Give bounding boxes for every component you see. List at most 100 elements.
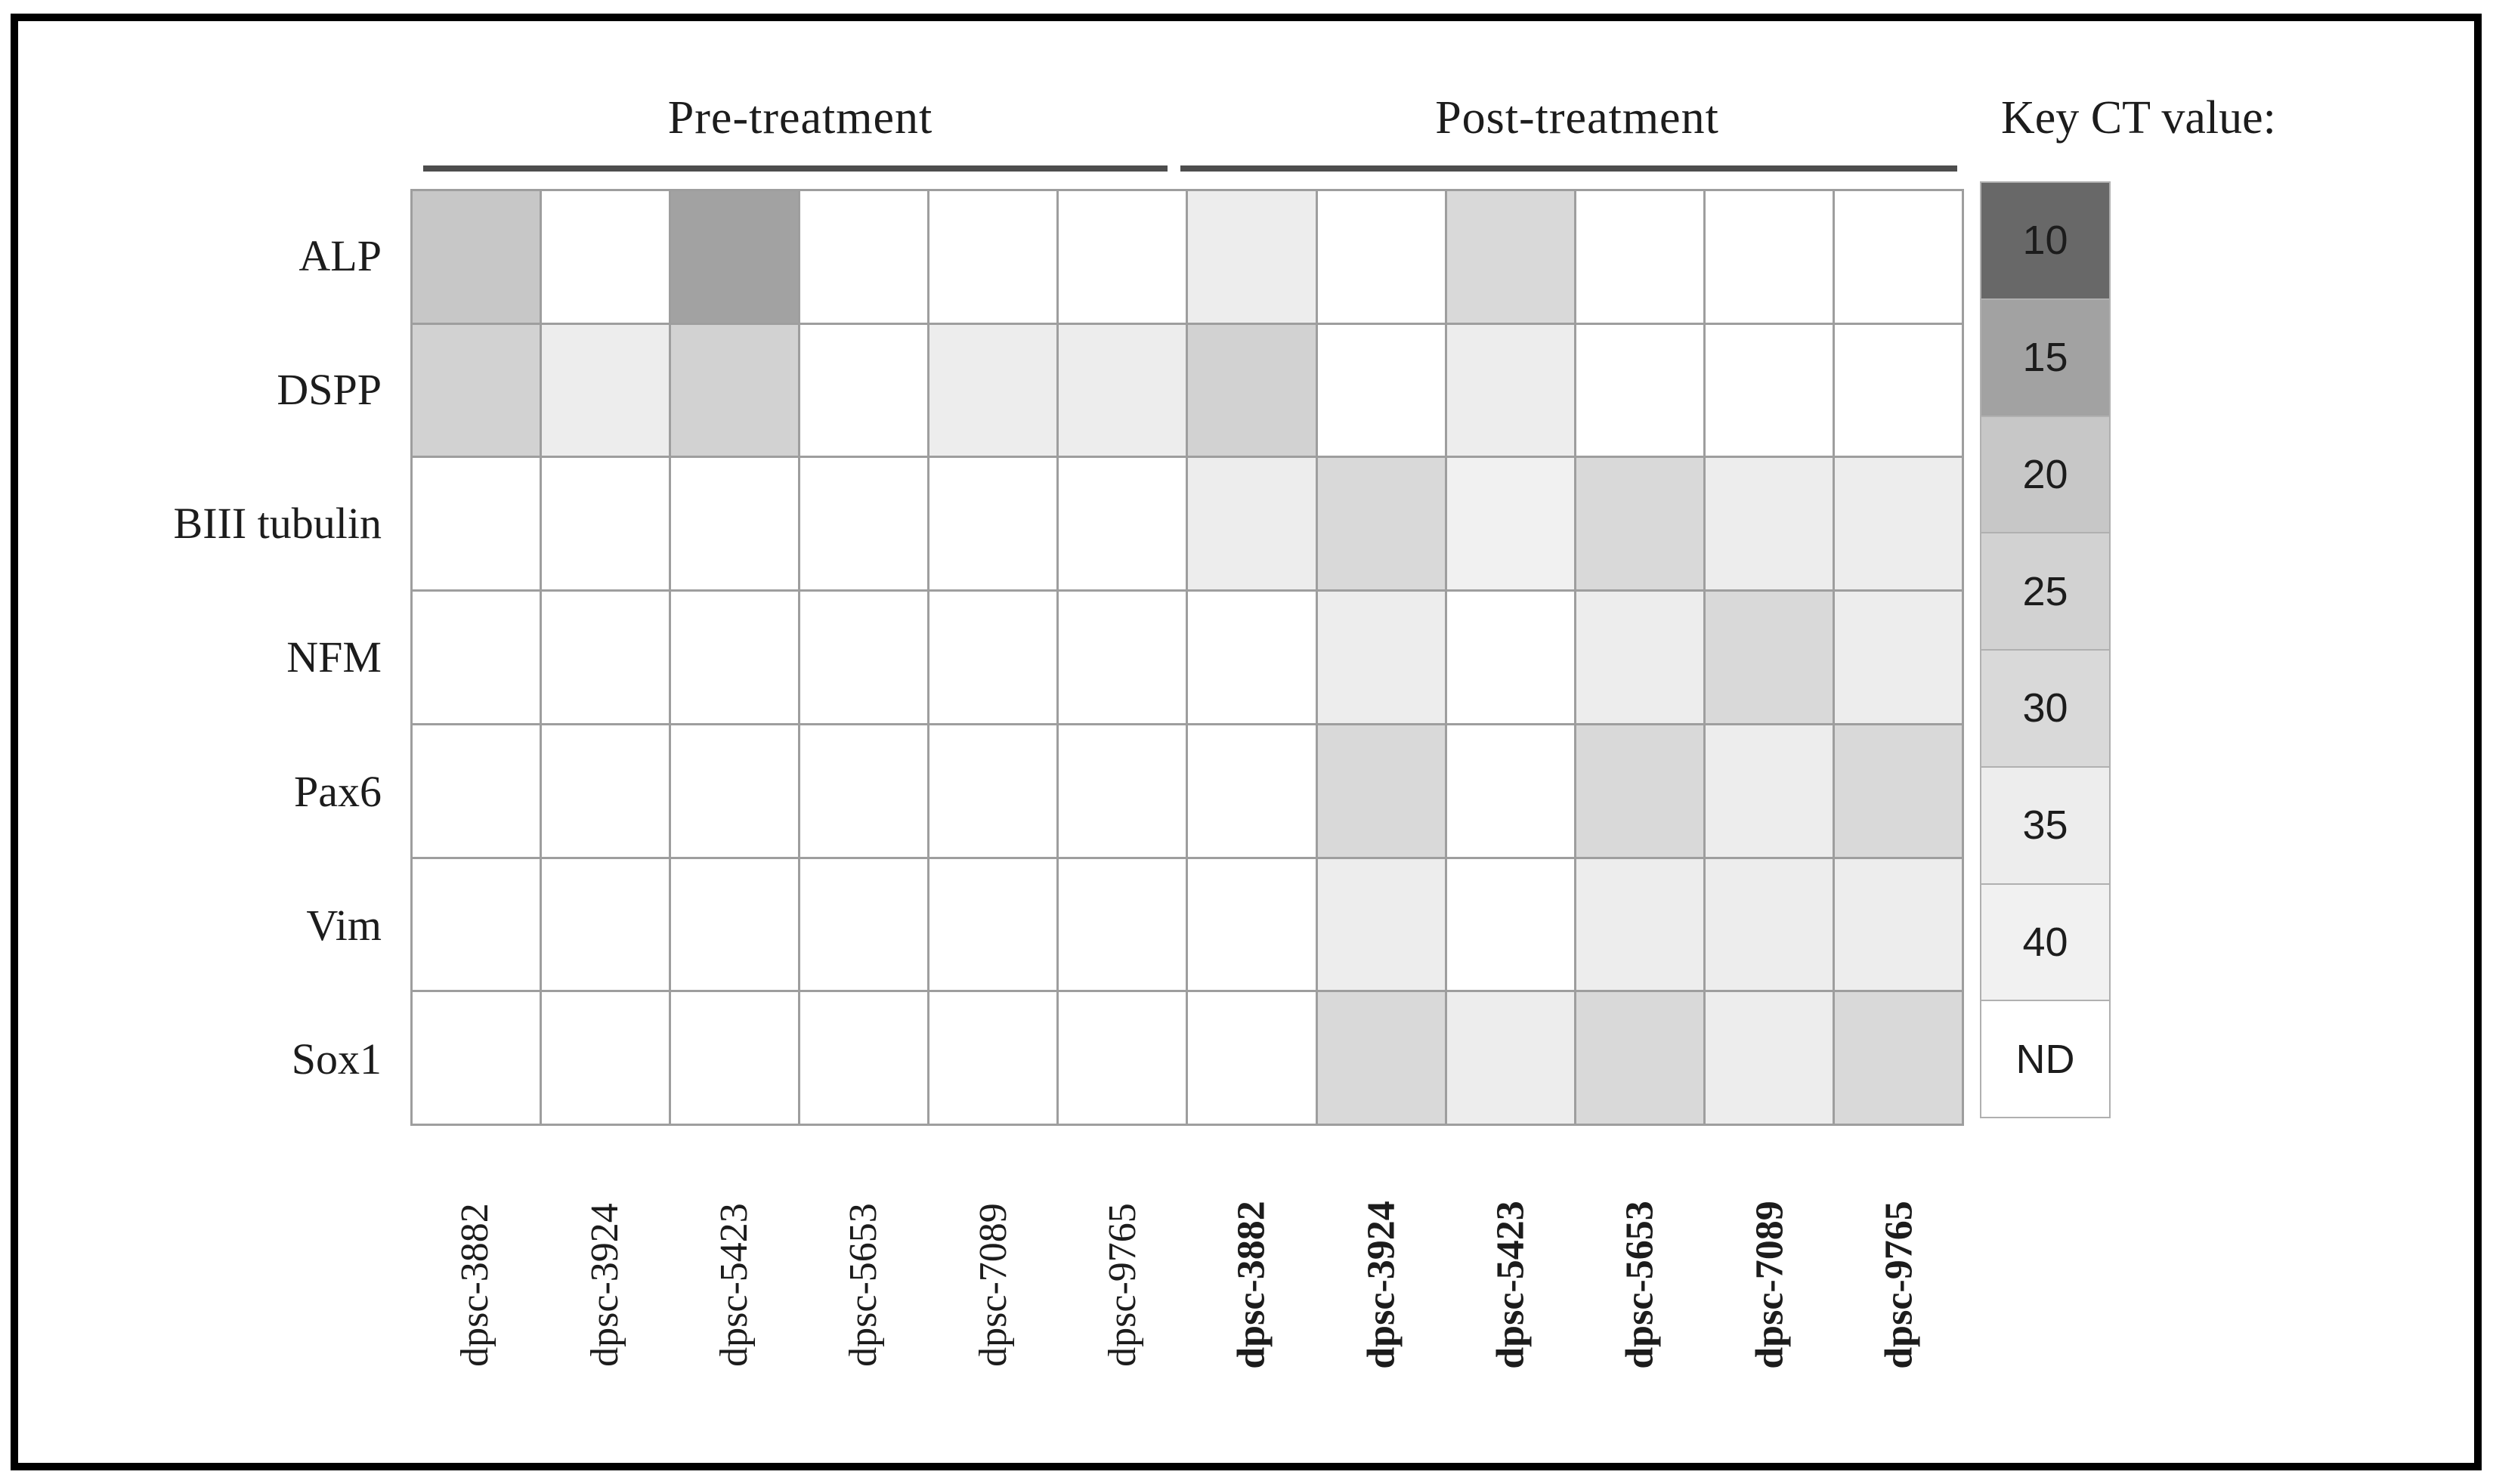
- heatmap-cell: [800, 191, 928, 323]
- key-scale-cell: 20: [1981, 416, 2109, 533]
- heatmap-cell: [413, 592, 540, 723]
- heatmap-cell: [929, 725, 1057, 857]
- heatmap-cell: [413, 725, 540, 857]
- heatmap-cell: [542, 592, 670, 723]
- heatmap-cell: [1188, 324, 1316, 456]
- row-label: ALP: [298, 231, 382, 281]
- heatmap-cell: [1834, 992, 1962, 1124]
- heatmap-cell: [1705, 992, 1833, 1124]
- key-scale-cell: 30: [1981, 651, 2109, 766]
- column-label: dpsc-5423: [712, 1202, 756, 1367]
- heatmap-cell: [800, 725, 928, 857]
- heatmap-cell: [542, 858, 670, 991]
- column-label: dpsc-5423: [1489, 1200, 1533, 1369]
- heatmap-cell: [1446, 858, 1574, 991]
- row-label: Sox1: [291, 1034, 382, 1084]
- heatmap-cell: [1834, 725, 1962, 857]
- heatmap-cell: [1188, 191, 1316, 323]
- heatmap-cell: [1705, 592, 1833, 723]
- heatmap-cell: [1446, 191, 1574, 323]
- heatmap-cell: [1834, 592, 1962, 723]
- heatmap-cell: [413, 324, 540, 456]
- heatmap-cell: [671, 324, 799, 456]
- row-label: Vim: [306, 900, 382, 950]
- column-label: dpsc-3882: [453, 1202, 497, 1367]
- heatmap-cell: [1317, 191, 1445, 323]
- row-label: Pax6: [294, 766, 382, 816]
- post-treatment-header: Post-treatment: [1435, 92, 1719, 144]
- column-label: dpsc-7089: [1748, 1200, 1792, 1369]
- heatmap-cell: [413, 992, 540, 1124]
- column-label: dpsc-7089: [971, 1202, 1015, 1367]
- key-title: Key CT value:: [2001, 92, 2276, 144]
- heatmap-cell: [1834, 324, 1962, 456]
- heatmap-cell: [929, 191, 1057, 323]
- column-label: dpsc-9765: [1100, 1202, 1144, 1367]
- heatmap-cell: [1576, 458, 1703, 590]
- key-scale-cell: 25: [1981, 533, 2109, 649]
- figure-border: [11, 14, 2482, 1470]
- key-scale-cell: 15: [1981, 299, 2109, 416]
- column-label: dpsc-9765: [1877, 1200, 1921, 1369]
- heatmap-cell: [413, 458, 540, 590]
- heatmap-cell: [800, 458, 928, 590]
- heatmap-cell: [671, 992, 799, 1124]
- heatmap-cell: [1834, 858, 1962, 991]
- heatmap-cell: [929, 592, 1057, 723]
- pre-treatment-underline: [423, 165, 1168, 172]
- heatmap-cell: [800, 324, 928, 456]
- heatmap-cell: [1834, 191, 1962, 323]
- column-label: dpsc-5653: [1619, 1200, 1663, 1369]
- heatmap-cell: [1188, 992, 1316, 1124]
- heatmap-cell: [1317, 992, 1445, 1124]
- heatmap-cell: [1059, 992, 1186, 1124]
- key-scale-cell: 10: [1981, 183, 2109, 298]
- heatmap-cell: [929, 458, 1057, 590]
- heatmap-cell: [1446, 592, 1574, 723]
- heatmap-cell: [1059, 592, 1186, 723]
- heatmap-cell: [1705, 858, 1833, 991]
- heatmap-grid: [410, 189, 1964, 1126]
- heatmap-cell: [1188, 458, 1316, 590]
- column-label: dpsc-3924: [1359, 1200, 1403, 1369]
- key-scale-cell: 40: [1981, 884, 2109, 1000]
- heatmap-cell: [1317, 458, 1445, 590]
- heatmap-cell: [1446, 458, 1574, 590]
- heatmap-cell: [1834, 458, 1962, 590]
- heatmap-cell: [1576, 324, 1703, 456]
- post-treatment-underline: [1180, 165, 1957, 172]
- heatmap-cell: [542, 458, 670, 590]
- heatmap-cell: [1317, 324, 1445, 456]
- heatmap-cell: [1446, 992, 1574, 1124]
- key-color-scale: 10 15 20 25 30 35 40 ND: [1980, 181, 2111, 1118]
- heatmap-cell: [1188, 858, 1316, 991]
- heatmap-cell: [1576, 191, 1703, 323]
- heatmap-cell: [1188, 725, 1316, 857]
- heatmap-cell: [1705, 324, 1833, 456]
- heatmap-cell: [1059, 191, 1186, 323]
- heatmap-cell: [413, 191, 540, 323]
- heatmap-cell: [1705, 725, 1833, 857]
- heatmap-cell: [1705, 191, 1833, 323]
- heatmap-cell: [542, 992, 670, 1124]
- heatmap-cell: [671, 725, 799, 857]
- row-label: BIII tubulin: [173, 499, 382, 549]
- heatmap-cell: [929, 858, 1057, 991]
- heatmap-cell: [929, 992, 1057, 1124]
- heatmap-cell: [671, 191, 799, 323]
- heatmap-cell: [800, 992, 928, 1124]
- heatmap-cell: [1705, 458, 1833, 590]
- heatmap-cell: [1446, 324, 1574, 456]
- heatmap-cell: [1317, 858, 1445, 991]
- heatmap-cell: [1446, 725, 1574, 857]
- heatmap-cell: [1576, 992, 1703, 1124]
- heatmap-cell: [1059, 858, 1186, 991]
- heatmap-cell: [1059, 458, 1186, 590]
- heatmap-cell: [1059, 324, 1186, 456]
- key-scale-cell: ND: [1981, 1001, 2109, 1117]
- heatmap-cell: [671, 592, 799, 723]
- heatmap-cell: [542, 191, 670, 323]
- heatmap-cell: [1576, 592, 1703, 723]
- heatmap-cell: [1576, 725, 1703, 857]
